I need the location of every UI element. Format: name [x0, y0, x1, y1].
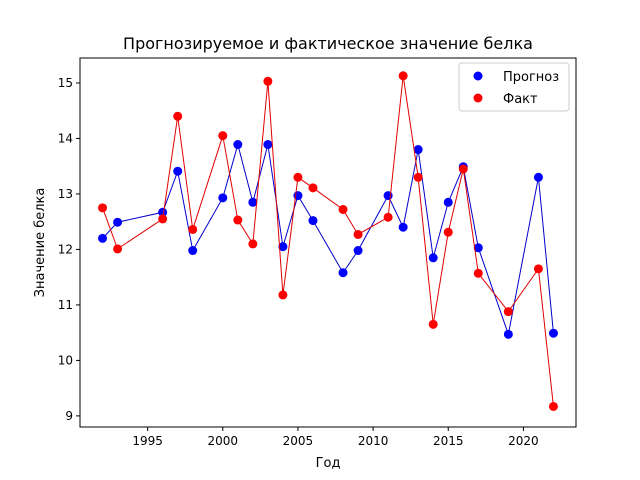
series-line: [102, 142, 554, 337]
data-point: [533, 172, 543, 182]
data-point: [428, 319, 438, 329]
data-point: [473, 243, 483, 253]
data-point: [398, 71, 408, 81]
series-layer: [98, 71, 558, 411]
x-tick-label: 2000: [208, 434, 239, 448]
data-point: [473, 268, 483, 278]
data-point: [533, 264, 543, 274]
x-axis-ticks: 1995 2000 2005 2010 2015 2020: [132, 427, 539, 448]
data-point: [398, 222, 408, 232]
legend-marker-actual: [473, 93, 483, 103]
series-0: [98, 140, 558, 339]
legend-label-actual: Факт: [503, 92, 538, 107]
data-point: [413, 145, 423, 155]
data-point: [338, 268, 348, 278]
y-tick-label: 9: [65, 409, 73, 423]
data-point: [158, 207, 168, 217]
data-point: [98, 203, 108, 213]
plot-area: 1995 2000 2005 2010 2015 2020 9 10 11 12 13 14 15: [58, 57, 577, 448]
data-point: [353, 229, 363, 239]
y-tick-label: 14: [58, 131, 73, 145]
data-point: [218, 131, 228, 141]
data-point: [218, 193, 228, 203]
data-point: [188, 224, 198, 234]
data-point: [278, 290, 288, 300]
x-tick-label: 1995: [132, 434, 163, 448]
data-point: [233, 140, 243, 150]
data-point: [188, 246, 198, 256]
data-point: [548, 401, 558, 411]
data-point: [233, 215, 243, 225]
data-point: [173, 166, 183, 176]
data-point: [248, 239, 258, 249]
y-tick-label: 15: [58, 76, 73, 90]
data-point: [248, 197, 258, 207]
y-tick-label: 10: [58, 353, 73, 367]
data-point: [338, 204, 348, 214]
data-point: [548, 328, 558, 338]
data-point: [503, 329, 513, 339]
data-point: [383, 191, 393, 201]
data-point: [308, 183, 318, 193]
data-point: [503, 307, 513, 317]
y-tick-label: 13: [58, 187, 73, 201]
data-point: [443, 227, 453, 237]
data-point: [98, 233, 108, 243]
y-tick-label: 11: [58, 298, 73, 312]
data-point: [383, 212, 393, 222]
data-point: [458, 164, 468, 174]
data-point: [113, 217, 123, 227]
series-line: [102, 75, 554, 407]
series-1: [98, 71, 558, 411]
data-point: [263, 76, 273, 86]
x-axis-label: Год: [316, 456, 341, 471]
x-tick-label: 2010: [358, 434, 389, 448]
legend-marker-forecast: [473, 71, 483, 81]
data-point: [263, 140, 273, 150]
legend-label-forecast: Прогноз: [503, 70, 559, 85]
legend-box: [458, 62, 570, 112]
legend: Прогноз Факт: [458, 62, 570, 112]
x-tick-label: 2005: [283, 434, 314, 448]
data-point: [413, 172, 423, 182]
y-axis-label: Значение белка: [33, 188, 48, 298]
data-point: [158, 214, 168, 224]
data-point: [353, 246, 363, 256]
x-tick-label: 2020: [508, 434, 539, 448]
data-point: [443, 197, 453, 207]
y-axis-ticks: 9 10 11 12 13 14 15: [58, 76, 80, 423]
x-tick-label: 2015: [433, 434, 464, 448]
data-point: [113, 244, 123, 254]
chart-title: Прогнозируемое и фактическое значение бе…: [123, 34, 533, 53]
data-point: [308, 216, 318, 226]
plot-frame: [79, 57, 577, 428]
data-point: [278, 242, 288, 252]
data-point: [173, 111, 183, 121]
data-point: [293, 172, 303, 182]
data-point: [428, 253, 438, 263]
y-tick-label: 12: [58, 242, 73, 256]
